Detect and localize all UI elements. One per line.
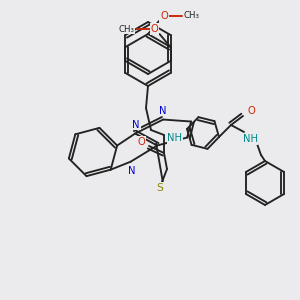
Text: O: O [160,11,168,21]
Text: O: O [137,137,145,147]
Text: N: N [132,119,140,130]
Text: S: S [157,183,164,193]
Text: N: N [128,166,135,176]
Text: NH: NH [167,133,182,143]
Text: CH₃: CH₃ [118,25,134,34]
Text: NH: NH [242,134,257,144]
Text: CH₃: CH₃ [184,11,200,20]
Text: O: O [151,24,158,34]
Text: O: O [247,106,255,116]
Text: N: N [159,106,167,116]
